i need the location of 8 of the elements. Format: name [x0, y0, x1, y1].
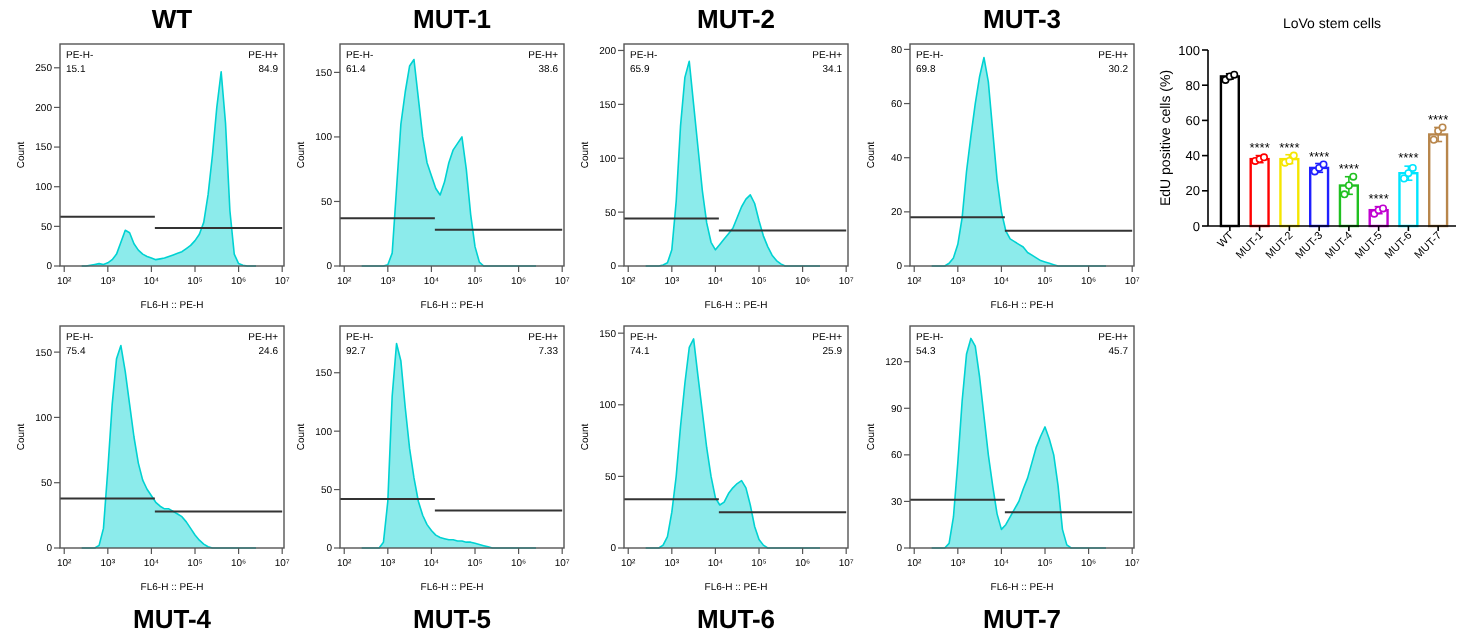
text: MUT-5: [413, 604, 491, 634]
text: MUT-6: [697, 604, 775, 634]
chart-title: WT: [151, 4, 193, 34]
chart-title: MUT-1: [413, 4, 491, 34]
text: MUT-7: [983, 604, 1061, 634]
text: MUT-4: [133, 604, 213, 634]
chart-title: MUT-2: [697, 4, 775, 34]
chart-title: MUT-3: [983, 4, 1061, 34]
